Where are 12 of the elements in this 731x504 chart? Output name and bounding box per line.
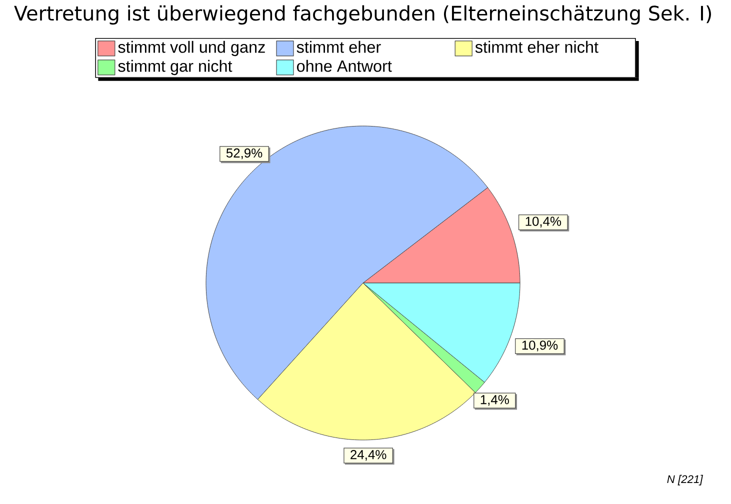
legend-label: stimmt eher <box>296 40 381 53</box>
data-label: 52,9% <box>226 148 262 160</box>
legend-label: ohne Antwort <box>296 60 392 72</box>
legend-label: stimmt gar nicht <box>118 60 232 76</box>
data-label: 1,4% <box>480 395 509 406</box>
data-label: 10,9% <box>522 340 558 352</box>
legend-label: stimmt eher nicht <box>475 40 598 53</box>
text: N [221] <box>667 474 704 486</box>
chart-title: Vertretung ist überwiegend fachgebunden (Elterneinschätzung Sek. I) <box>14 5 711 25</box>
data-label: 24,4% <box>350 450 386 461</box>
data-label: 10,4% <box>526 216 562 228</box>
legend-label: stimmt voll und ganz <box>118 40 265 56</box>
